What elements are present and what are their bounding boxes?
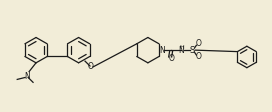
- Text: N: N: [159, 46, 165, 55]
- Text: O: O: [195, 53, 201, 61]
- Text: O: O: [195, 39, 201, 48]
- Text: S: S: [190, 46, 195, 55]
- Text: O: O: [88, 62, 94, 71]
- Text: H: H: [179, 45, 184, 50]
- Text: N: N: [179, 46, 184, 55]
- Text: O: O: [168, 54, 174, 63]
- Text: N: N: [24, 72, 30, 81]
